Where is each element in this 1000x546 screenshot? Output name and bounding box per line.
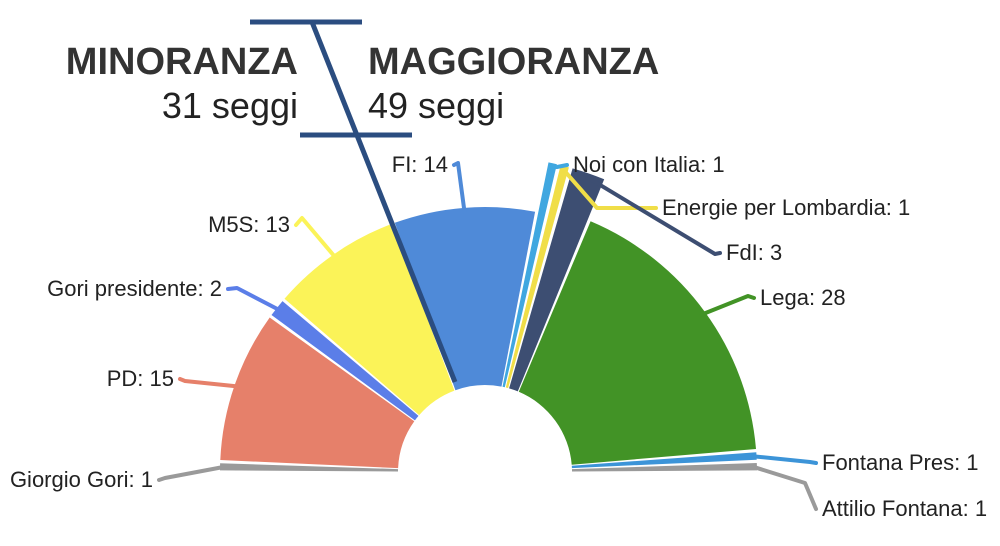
label-noi-con-italia: Noi con Italia: 1: [573, 152, 725, 177]
label-gori-presidente: Gori presidente: 2: [47, 276, 222, 301]
leader-line-fi: [452, 161, 467, 214]
leader-line-giorgio-gori: [157, 464, 227, 482]
label-m5s: M5S: 13: [208, 212, 290, 237]
label-lega: Lega: 28: [760, 285, 846, 310]
label-fontana-pres: Fontana Pres: 1: [822, 450, 979, 475]
label-attilio-fontana: Attilio Fontana: 1: [822, 496, 987, 521]
leader-line-gori-presidente: [226, 286, 282, 313]
slice-gori-presidente: [271, 301, 419, 421]
label-fdi: FdI: 3: [726, 240, 782, 265]
slice-pd: [220, 317, 415, 469]
slice-fi: [394, 207, 536, 391]
minority-seats: 31 seggi: [162, 85, 298, 126]
slice-attilio-fontana: [572, 463, 757, 472]
label-energie-per-lombardia: Energie per Lombardia: 1: [662, 195, 910, 220]
divider-slant-line: [309, 21, 458, 383]
leader-line-fdi: [585, 175, 722, 256]
leader-line-lega: [699, 294, 756, 317]
majority-title: MAGGIORANZA: [368, 41, 659, 83]
header: MINORANZA 31 seggi MAGGIORANZA 49 seggi: [66, 41, 660, 126]
slice-giorgio-gori: [220, 463, 398, 472]
slice-m5s: [284, 223, 455, 416]
slice-fdi: [509, 168, 605, 392]
leader-line-m5s: [294, 216, 338, 260]
leader-lines-layer: [157, 161, 818, 511]
leader-line-fontana-pres: [750, 454, 818, 465]
slice-fontana-pres: [571, 452, 757, 469]
slices-layer: [220, 162, 757, 472]
leader-line-pd: [178, 377, 241, 389]
labels-layer: Giorgio Gori: 1 PD: 15 Gori presidente: 2 M…: [10, 152, 987, 521]
slice-energie-per-lombardia: [505, 165, 569, 389]
majority-seats: 49 seggi: [368, 85, 504, 126]
leader-line-attilio-fontana: [750, 464, 818, 511]
leader-line-noi-con-italia: [549, 163, 569, 170]
label-fi: FI: 14: [392, 152, 448, 177]
slice-lega: [518, 221, 756, 465]
slice-noi-con-italia: [502, 162, 557, 388]
minority-title: MINORANZA: [66, 41, 298, 83]
label-giorgio-gori: Giorgio Gori: 1: [10, 467, 153, 492]
majority-divider: [250, 19, 458, 383]
label-pd: PD: 15: [107, 366, 174, 391]
